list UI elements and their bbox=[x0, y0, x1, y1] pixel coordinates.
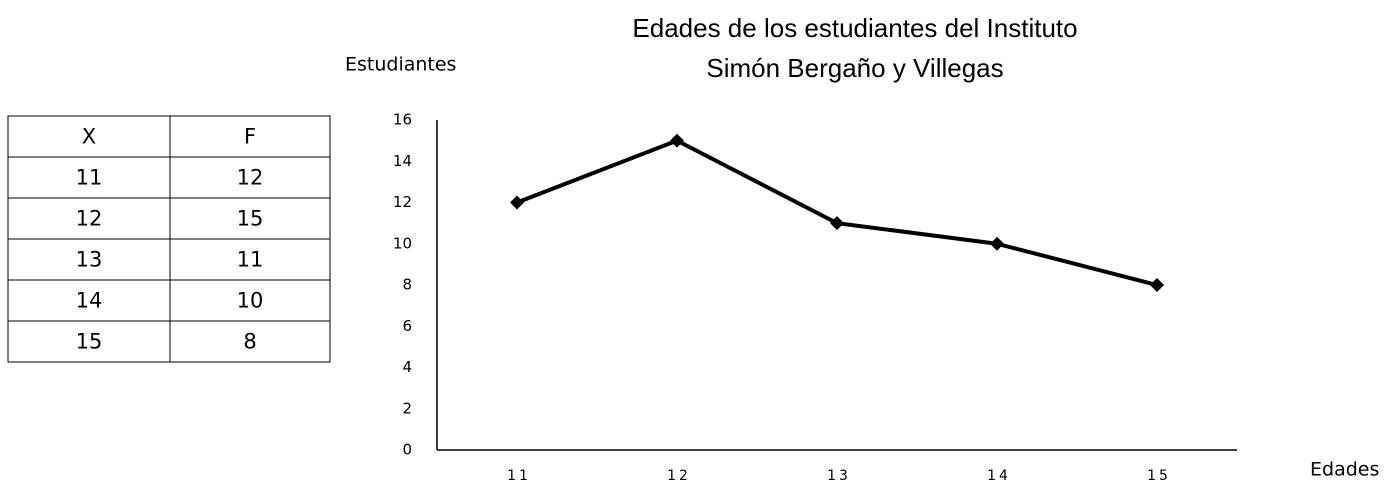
y-tick-label: 12 bbox=[393, 193, 412, 211]
y-axis-label: Estudiantes bbox=[345, 54, 456, 76]
table-cell: X bbox=[82, 125, 96, 149]
table-cell: 8 bbox=[243, 330, 256, 354]
x-tick-label: 15 bbox=[1147, 468, 1171, 484]
y-tick-label: 14 bbox=[393, 152, 412, 170]
y-tick-label: 2 bbox=[402, 399, 412, 417]
x-tick-label: 11 bbox=[507, 468, 531, 484]
table-cell: 11 bbox=[76, 166, 103, 190]
marker bbox=[510, 195, 524, 210]
marker bbox=[990, 236, 1004, 251]
x-tick-label: 12 bbox=[667, 468, 691, 484]
chart-title: Simón Bergaño y Villegas bbox=[706, 53, 1003, 83]
table-cell: 12 bbox=[237, 166, 264, 190]
y-tick-label: 8 bbox=[402, 276, 412, 294]
table-cell: 10 bbox=[237, 289, 264, 313]
chart-title: Edades de los estudiantes del Instituto bbox=[632, 13, 1077, 43]
marker bbox=[830, 216, 844, 231]
marker bbox=[670, 133, 684, 148]
x-tick-label: 14 bbox=[987, 468, 1011, 484]
line bbox=[516, 138, 1158, 287]
y-tick-label: 0 bbox=[402, 441, 412, 459]
table-cell: 14 bbox=[76, 289, 103, 313]
y-tick-label: 10 bbox=[393, 234, 412, 252]
x-tick-label: 13 bbox=[827, 468, 851, 484]
table-cell: 12 bbox=[76, 207, 103, 231]
marker bbox=[1150, 278, 1164, 292]
x-axis-label: Edades bbox=[1310, 459, 1379, 481]
table-cell: F bbox=[244, 125, 256, 149]
table-cell: 15 bbox=[76, 330, 103, 354]
table-cell: 13 bbox=[76, 248, 103, 272]
table-cell: 15 bbox=[237, 207, 264, 231]
y-tick-label: 16 bbox=[393, 111, 412, 129]
y-tick-label: 6 bbox=[402, 317, 412, 335]
y-tick-label: 4 bbox=[402, 358, 412, 376]
table-cell: 11 bbox=[237, 248, 264, 272]
